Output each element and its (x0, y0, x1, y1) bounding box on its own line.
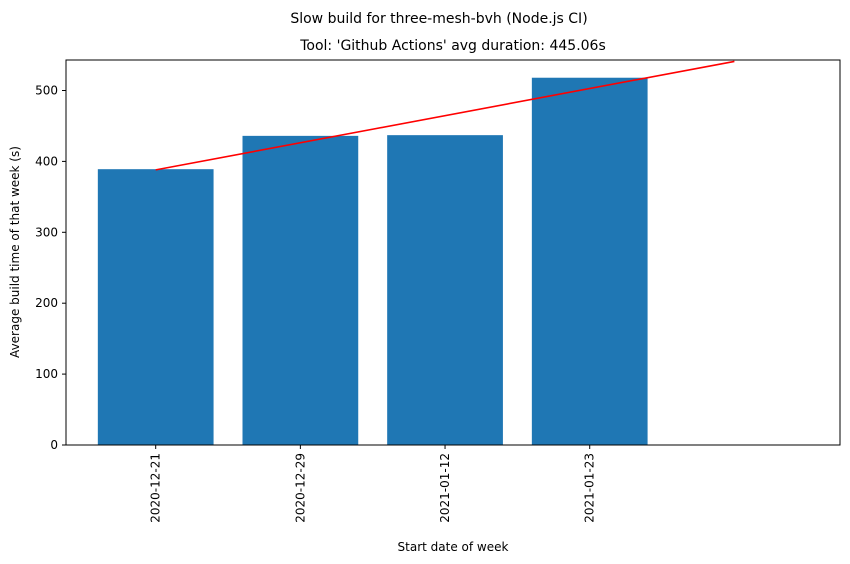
x-tick-label: 2020-12-29 (293, 453, 307, 523)
bar-2020-12-29 (242, 135, 359, 446)
trend-group (155, 60, 735, 171)
y-tick-label: 300 (35, 225, 58, 239)
y-tick-label: 200 (35, 296, 58, 310)
x-axis-label: Start date of week (398, 540, 509, 554)
bars-group (97, 77, 648, 446)
y-tick-label: 400 (35, 154, 58, 168)
x-tick-label: 2020-12-21 (149, 453, 163, 523)
x-tick-label: 2021-01-12 (438, 453, 452, 523)
plot-area-frame (65, 59, 841, 446)
bar-2020-12-21 (97, 169, 214, 445)
chart-suptitle: Slow build for three-mesh-bvh (Node.js C… (290, 11, 587, 27)
bar-2021-01-12 (387, 135, 503, 445)
y-tick-label: 500 (35, 83, 58, 97)
y-axis-label: Average build time of that week (s) (8, 146, 22, 358)
y-tick-label: 100 (35, 367, 58, 381)
bar-2021-01-23 (531, 77, 648, 446)
y-axis-ticks: 0 100 200 300 400 500 (35, 83, 66, 452)
x-tick-label: 2021-01-23 (583, 453, 597, 523)
y-tick-label: 0 (50, 438, 58, 452)
chart-title: Tool: 'Github Actions' avg duration: 445… (299, 38, 606, 54)
x-axis-ticks: 2020-12-21 2020-12-29 2021-01-12 2021-01-23 (149, 445, 597, 523)
trend-line (155, 60, 735, 171)
